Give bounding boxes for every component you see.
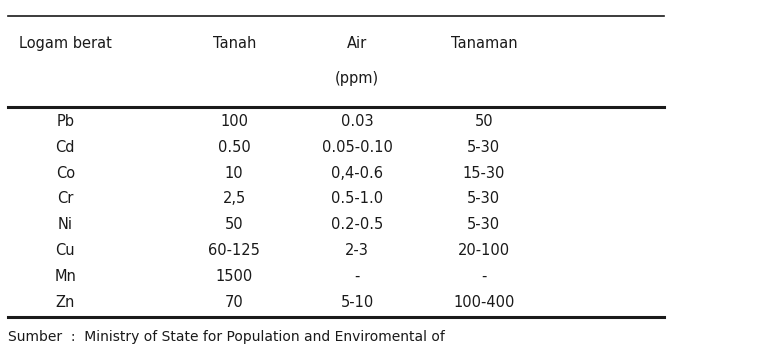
Text: Cr: Cr (57, 191, 74, 206)
Text: -: - (355, 269, 359, 284)
Text: 0.05-0.10: 0.05-0.10 (322, 140, 392, 155)
Text: Cd: Cd (55, 140, 75, 155)
Text: Mn: Mn (55, 269, 76, 284)
Text: 2,5: 2,5 (223, 191, 246, 206)
Text: 5-30: 5-30 (467, 191, 501, 206)
Text: 100-400: 100-400 (453, 295, 515, 310)
Text: Pb: Pb (56, 114, 74, 129)
Text: Co: Co (56, 166, 74, 181)
Text: 50: 50 (225, 217, 243, 232)
Text: 20-100: 20-100 (458, 243, 510, 258)
Text: (ppm): (ppm) (335, 71, 379, 86)
Text: 1500: 1500 (216, 269, 253, 284)
Text: 60-125: 60-125 (208, 243, 260, 258)
Text: 0.03: 0.03 (341, 114, 373, 129)
Text: 15-30: 15-30 (462, 166, 505, 181)
Text: Ni: Ni (58, 217, 73, 232)
Text: 50: 50 (475, 114, 493, 129)
Text: Tanah: Tanah (213, 36, 256, 51)
Text: 0,4-0.6: 0,4-0.6 (331, 166, 383, 181)
Text: 5-30: 5-30 (467, 217, 501, 232)
Text: -: - (482, 269, 486, 284)
Text: Cu: Cu (55, 243, 75, 258)
Text: 2-3: 2-3 (345, 243, 369, 258)
Text: Sumber  :  Ministry of State for Population and Enviromental of: Sumber : Ministry of State for Populatio… (8, 330, 445, 344)
Text: Air: Air (347, 36, 367, 51)
Text: Zn: Zn (55, 295, 75, 310)
Text: 5-30: 5-30 (467, 140, 501, 155)
Text: Logam berat: Logam berat (19, 36, 111, 51)
Text: 0.5-1.0: 0.5-1.0 (331, 191, 383, 206)
Text: 0.50: 0.50 (218, 140, 250, 155)
Text: 0.2-0.5: 0.2-0.5 (331, 217, 383, 232)
Text: 5-10: 5-10 (340, 295, 374, 310)
Text: 10: 10 (225, 166, 243, 181)
Text: 100: 100 (220, 114, 248, 129)
Text: 70: 70 (225, 295, 243, 310)
Text: Tanaman: Tanaman (451, 36, 517, 51)
